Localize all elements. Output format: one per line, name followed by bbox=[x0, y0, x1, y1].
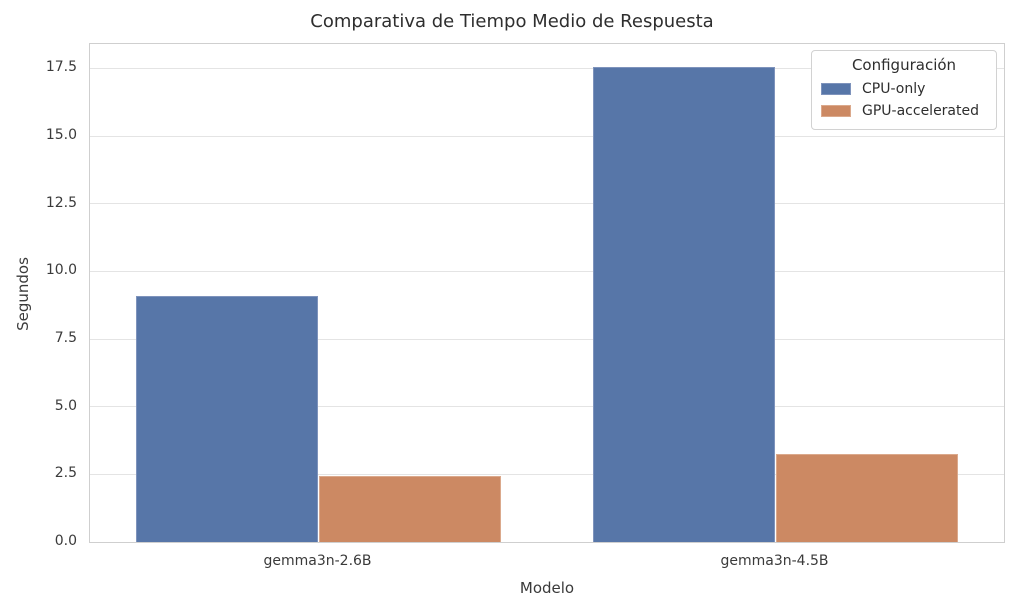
bar-gemma3n-2-6b-cpu-only bbox=[135, 295, 319, 542]
legend-title: Configuración bbox=[851, 56, 957, 74]
y-tick-label: 2.5 bbox=[54, 465, 77, 482]
legend-rows: CPU-only GPU-accelerated bbox=[821, 78, 987, 122]
legend-item-gpu-accelerated: GPU-accelerated bbox=[821, 100, 987, 122]
y-tick-label: 17.5 bbox=[45, 59, 77, 76]
y-tick-label: 7.5 bbox=[54, 330, 77, 346]
y-tick-label: 0.0 bbox=[54, 533, 77, 549]
legend-swatch-cpu-only bbox=[821, 83, 851, 95]
y-tick-label: 15.0 bbox=[45, 127, 77, 144]
gridline-5 bbox=[90, 406, 1004, 408]
y-tick-label: 10.0 bbox=[45, 262, 77, 279]
y-tick-label: 5.0 bbox=[54, 397, 77, 414]
legend-swatch-gpu-accelerated bbox=[821, 105, 851, 117]
gridline-12-5 bbox=[90, 203, 1004, 205]
legend-label-gpu-accelerated: GPU-accelerated bbox=[862, 103, 980, 119]
gridline-17-5 bbox=[90, 67, 1004, 69]
y-tick-label: 12.5 bbox=[45, 194, 77, 211]
gridline-15 bbox=[90, 135, 1004, 137]
x-tick-label-gemma3n-4-5b: gemma3n-4.5B bbox=[720, 553, 829, 569]
gridline-7-5 bbox=[90, 338, 1004, 340]
y-axis-ticks: 0.0 2.5 5.0 7.5 10.0 12.5 15.0 17.5 bbox=[0, 43, 77, 549]
x-axis-label: Modelo bbox=[519, 579, 575, 597]
gridline-10 bbox=[90, 270, 1004, 272]
gridline-2-5 bbox=[90, 473, 1004, 475]
x-axis-ticks: gemma3n-2.6B gemma3n-4.5B bbox=[89, 553, 1005, 573]
legend-item-cpu-only: CPU-only bbox=[821, 78, 987, 100]
legend-label-cpu-only: CPU-only bbox=[862, 81, 926, 97]
legend: Configuración CPU-only GPU-accelerated bbox=[811, 50, 997, 130]
bar-gemma3n-4-5b-gpu-accelerated bbox=[775, 454, 959, 542]
bar-gemma3n-4-5b-cpu-only bbox=[592, 67, 776, 542]
x-tick-label-gemma3n-2-6b: gemma3n-2.6B bbox=[263, 553, 372, 569]
chart-title: Comparativa de Tiempo Medio de Respuesta bbox=[310, 11, 714, 32]
bar-gemma3n-2-6b-gpu-accelerated bbox=[318, 475, 502, 542]
